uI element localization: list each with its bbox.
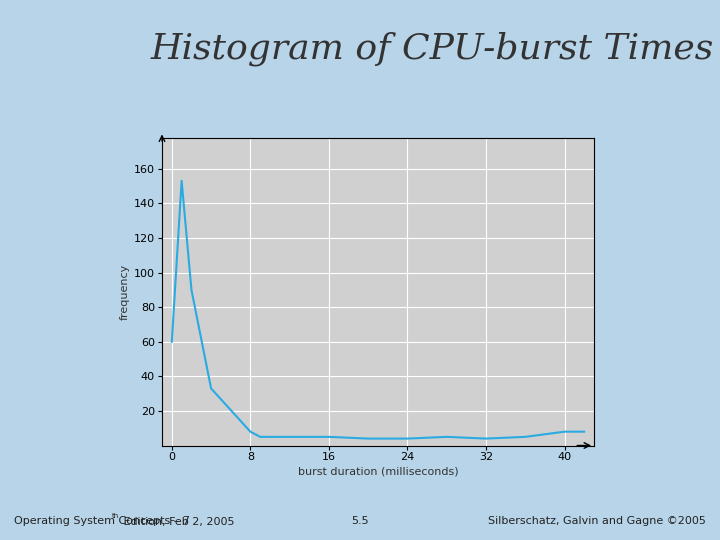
Text: Silberschatz, Galvin and Gagne ©2005: Silberschatz, Galvin and Gagne ©2005 — [487, 516, 706, 526]
X-axis label: burst duration (milliseconds): burst duration (milliseconds) — [297, 467, 459, 477]
Text: Edition, Feb 2, 2005: Edition, Feb 2, 2005 — [120, 516, 234, 526]
Text: Operating System Concepts – 7: Operating System Concepts – 7 — [14, 516, 190, 526]
Text: th: th — [112, 514, 119, 519]
Text: Histogram of CPU-burst Times: Histogram of CPU-burst Times — [150, 31, 714, 66]
Y-axis label: frequency: frequency — [120, 264, 130, 320]
Text: 5.5: 5.5 — [351, 516, 369, 526]
